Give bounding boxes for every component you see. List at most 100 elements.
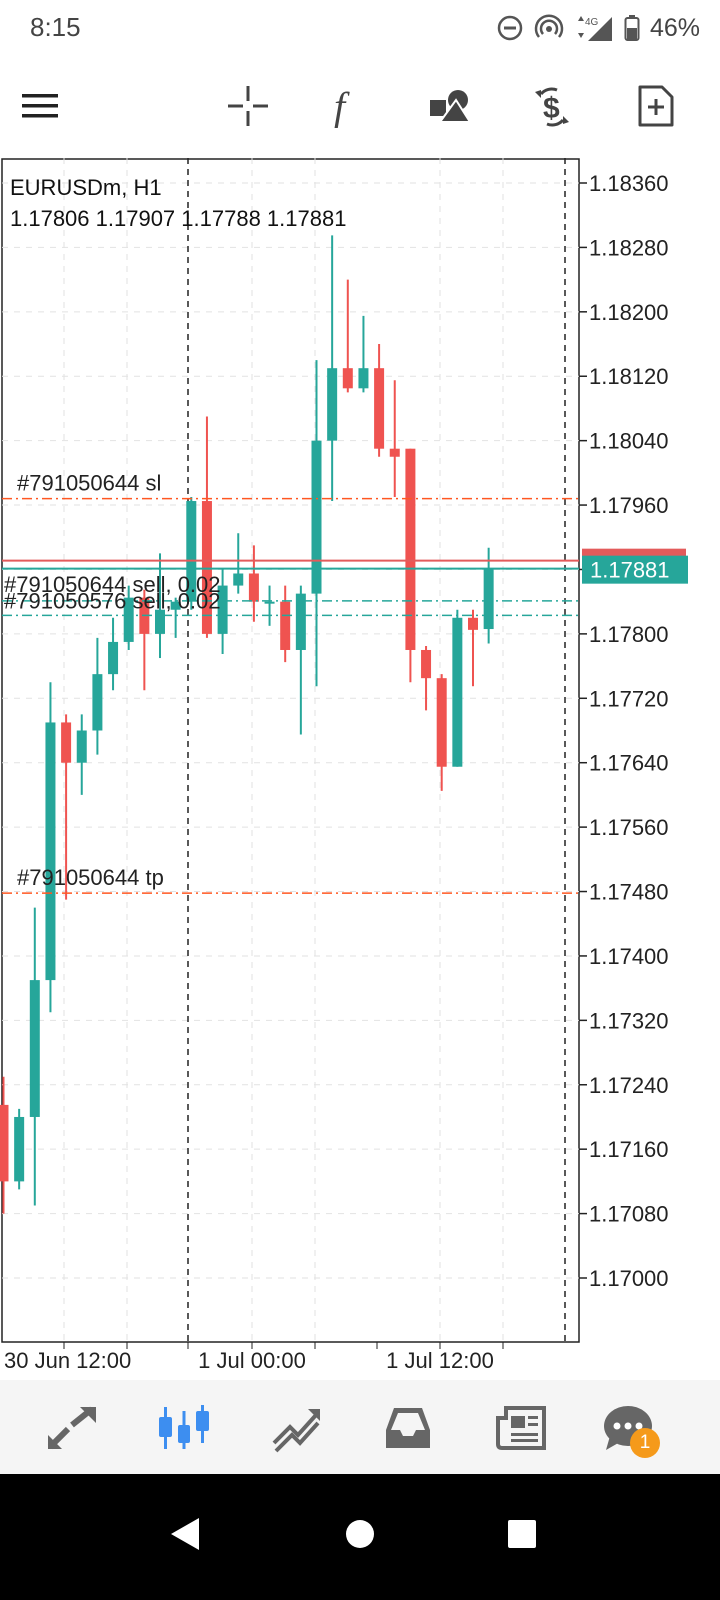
x-axis-label: 30 Jun 12:00 [4,1348,131,1373]
indicator-f-icon: f [334,84,350,128]
y-tick-label: 1.17720 [589,686,669,711]
nav-messages[interactable]: 1 [596,1398,660,1458]
system-navigation-bar [0,1474,720,1600]
chart-canvas[interactable]: 1.18360 1.18280 1.18200 1.18120 1.18040 1.179… [0,158,720,1380]
news-icon [496,1406,546,1450]
y-tick-label: 1.18360 [589,171,669,196]
signal-4g-icon: 4G [577,16,612,41]
nav-chart[interactable] [152,1398,216,1458]
candle-body [342,368,353,389]
y-tick-label: 1.18280 [589,235,669,260]
menu-button[interactable] [10,76,70,136]
status-time: 8:15 [30,12,81,42]
y-tick-label: 1.17640 [589,751,669,776]
candle-body [76,730,87,763]
home-icon [346,1520,374,1548]
chart-icon [159,1405,209,1449]
tp-label: #791050644 tp [17,865,164,890]
candle-body [170,601,181,610]
y-tick-label: 1.17800 [589,622,669,647]
current-price-label: 1.17881 [590,558,670,583]
quotes-icon [47,1406,96,1450]
candle-body [452,617,463,767]
candle-body [123,597,134,642]
ohlc-values: 1.17806 1.17907 1.17788 1.17881 [10,206,347,231]
do-not-disturb-icon [497,15,523,41]
trade-button[interactable]: $ [522,76,582,136]
chart-header: EURUSDm, H1 1.17806 1.17907 1.17788 1.17… [10,172,346,234]
history-inbox-icon [386,1408,430,1448]
candle-body [436,678,447,767]
messages-badge: 1 [630,1428,660,1458]
status-bar: 8:15 4G 46% [0,0,720,56]
objects-button[interactable] [420,76,480,136]
y-tick-label: 1.17480 [589,880,669,905]
candle-body [468,617,478,630]
candle-body [61,722,72,763]
y-tick-label: 1.18040 [589,429,669,454]
y-tick-label: 1.17240 [589,1073,669,1098]
candle-body [45,722,56,981]
candle-body [374,368,385,449]
objects-icon [430,90,472,123]
battery-percent: 46% [649,13,700,42]
candle-body [217,585,228,634]
sl-label: #791050644 sl [17,471,161,496]
system-back-button[interactable] [154,1504,214,1564]
candle-body [155,609,165,634]
candle-body [483,568,494,630]
y-tick-label: 1.18120 [589,364,669,389]
candle-body [248,573,259,602]
svg-text:4G: 4G [585,17,599,28]
trade-icon: $ [535,87,569,127]
y-tick-label: 1.17400 [589,944,669,969]
candle-body [201,501,212,634]
crosshair-icon [228,86,268,126]
chart-toolbar: f $ [0,64,720,144]
chart-frame [1,158,580,1343]
y-tick-label: 1.17960 [589,493,669,518]
symbol-timeframe: EURUSDm, H1 [10,175,162,200]
crosshair-button[interactable] [218,76,278,136]
candle-body [264,601,275,604]
candle-body [311,440,322,594]
y-tick-label: 1.17560 [589,815,669,840]
status-icons: 4G 46% [496,10,700,46]
y-tick-label: 1.17320 [589,1008,669,1033]
y-tick-label: 1.17160 [589,1137,669,1162]
system-home-button[interactable] [330,1504,390,1564]
candle-body [186,501,197,602]
candle-body [29,980,40,1117]
candle-body [295,593,306,650]
system-recents-button[interactable] [492,1504,552,1564]
x-axis-label: 1 Jul 12:00 [386,1348,494,1373]
indicators-button[interactable]: f [318,76,378,136]
candle-body [233,573,244,586]
candle-body [358,368,369,389]
candle-body [405,448,416,650]
candle-body [14,1116,25,1182]
candle-body [327,368,338,441]
candle-body [108,641,119,675]
candle-body [389,448,400,457]
svg-text:$: $ [543,92,560,125]
y-tick-label: 1.18200 [589,300,669,325]
price-chart[interactable]: 1.18360 1.18280 1.18200 1.18120 1.18040 1.179… [0,158,720,1380]
nav-quotes[interactable] [40,1398,104,1458]
hotspot-icon [534,14,564,38]
trade-chart-icon [272,1409,320,1453]
new-order-button[interactable] [626,76,686,136]
nav-history[interactable] [376,1398,440,1458]
battery-icon [624,15,640,41]
menu-icon [22,94,58,118]
candle-body [92,674,103,731]
svg-text:f: f [334,84,350,128]
recents-icon [508,1520,536,1548]
y-tick-label: 1.17000 [589,1266,669,1291]
nav-trade[interactable] [264,1398,328,1458]
order-sell-label: #791050644 sell, 0.02 [4,572,221,597]
current-price-tag [582,555,688,584]
y-tick-label: 1.17080 [589,1202,669,1227]
nav-news[interactable] [490,1398,554,1458]
new-order-icon [638,85,674,127]
